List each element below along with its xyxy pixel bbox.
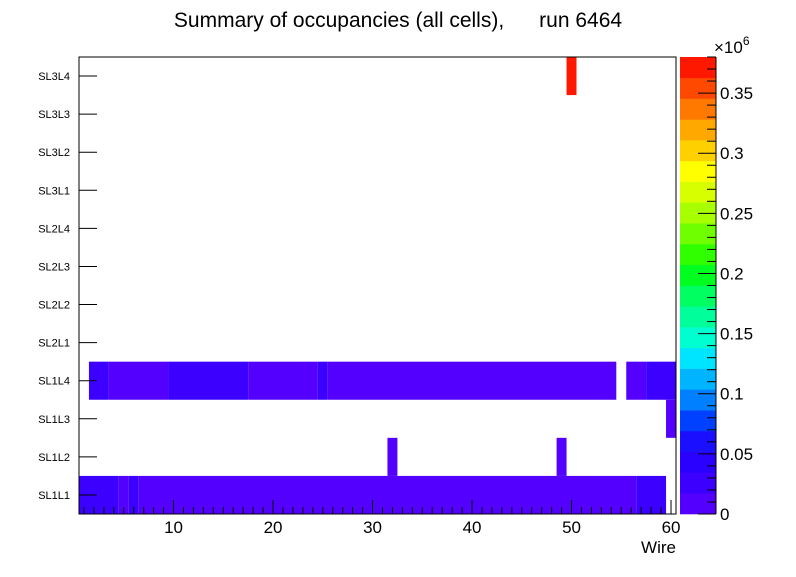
heatmap-cell xyxy=(387,437,398,476)
x-tick-label: 50 xyxy=(562,518,581,537)
heatmap-cell xyxy=(666,399,676,438)
y-tick-label: SL3L3 xyxy=(38,109,70,121)
heatmap-cell xyxy=(566,57,577,96)
heatmap-cell xyxy=(626,361,647,400)
z-tick-label: 0.1 xyxy=(720,385,744,404)
heatmap-cell xyxy=(168,361,249,400)
z-exponent-power: 6 xyxy=(743,34,750,48)
y-axis: SL1L1 SL1L2 SL1L3 SL1L4 SL2L1 SL2L2 SL2L3 SL2L4… xyxy=(38,71,97,502)
x-tick-label: 20 xyxy=(264,518,283,537)
heatmap-cell xyxy=(108,361,169,400)
palette-swatch xyxy=(680,493,716,515)
z-tick-label: 0.05 xyxy=(720,445,753,464)
palette-swatch xyxy=(680,389,716,411)
z-axis: 0 0.05 0.1 0.15 0.2 0.25 0.3 0.35 xyxy=(698,56,753,524)
heatmap-cell xyxy=(327,361,617,400)
palette-swatch xyxy=(680,140,716,162)
y-tick-label: SL2L2 xyxy=(38,300,70,312)
z-tick-label: 0.2 xyxy=(720,264,744,283)
heatmap-cell xyxy=(128,475,139,514)
palette-swatch xyxy=(680,98,716,120)
x-tick-label: 10 xyxy=(164,518,183,537)
heatmap-cell xyxy=(317,361,328,400)
z-axis-exponent: ×106 xyxy=(714,34,750,57)
heatmap-cells xyxy=(79,57,676,514)
plot-frame xyxy=(78,56,677,515)
palette-swatch xyxy=(680,285,716,307)
z-tick-label: 0 xyxy=(720,505,729,524)
y-tick-label: SL3L1 xyxy=(38,185,70,197)
palette-swatch xyxy=(680,223,716,245)
z-exponent-base: ×10 xyxy=(714,38,743,57)
x-tick-label: 40 xyxy=(463,518,482,537)
y-tick-label: SL1L4 xyxy=(38,376,70,388)
palette-swatch xyxy=(680,57,716,79)
palette-swatch xyxy=(680,160,716,182)
x-axis: 10 20 30 40 50 60 xyxy=(83,500,681,537)
y-tick-label: SL2L4 xyxy=(38,223,70,235)
y-tick-label: SL3L4 xyxy=(38,71,70,83)
heatmap-cell xyxy=(88,361,109,400)
x-axis-label: Wire xyxy=(641,538,676,557)
heatmap-cell xyxy=(248,361,318,400)
palette-swatch xyxy=(680,430,716,452)
palette-swatch xyxy=(680,347,716,369)
y-tick-label: SL1L1 xyxy=(38,490,70,502)
y-tick-label: SL2L3 xyxy=(38,261,70,273)
palette-swatch xyxy=(680,410,716,432)
z-tick-label: 0.3 xyxy=(720,144,744,163)
palette-swatch xyxy=(680,181,716,203)
palette-swatch xyxy=(680,327,716,349)
palette-swatch xyxy=(680,264,716,286)
color-palette xyxy=(680,57,716,515)
heatmap-cell xyxy=(118,475,129,514)
z-tick-label: 0.15 xyxy=(720,325,753,344)
palette-swatch xyxy=(680,119,716,141)
heatmap-cell xyxy=(646,361,676,400)
y-tick-label: SL2L1 xyxy=(38,338,70,350)
y-tick-label: SL3L2 xyxy=(38,147,70,159)
x-tick-label: 30 xyxy=(363,518,382,537)
y-tick-label: SL1L3 xyxy=(38,414,70,426)
palette-swatch xyxy=(680,451,716,473)
palette-swatch xyxy=(680,368,716,390)
chart-title: Summary of occupancies (all cells), run … xyxy=(174,9,623,32)
heatmap-cell xyxy=(138,475,637,514)
heatmap-cell xyxy=(556,437,567,476)
x-tick-label: 60 xyxy=(662,518,681,537)
y-tick-label: SL1L2 xyxy=(38,452,70,464)
z-tick-label: 0.25 xyxy=(720,204,753,223)
z-tick-label: 0.35 xyxy=(720,84,753,103)
